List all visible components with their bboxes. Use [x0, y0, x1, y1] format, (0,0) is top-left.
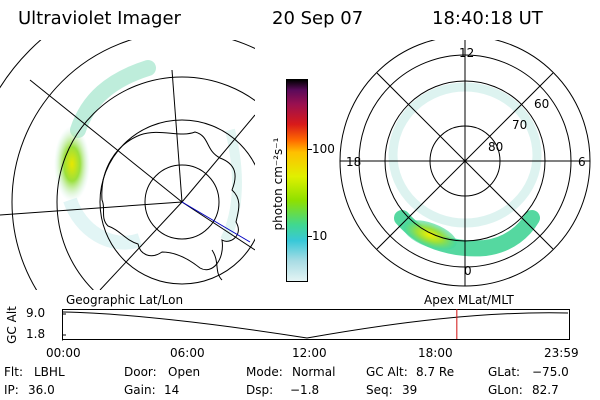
- mlt-label-18: 18: [346, 155, 362, 169]
- info-value: LBHL: [34, 365, 65, 379]
- info-value: 8.7 Re: [416, 365, 455, 379]
- info-label: Mode:: [246, 365, 283, 379]
- geo-panel-label: Geographic Lat/Lon: [66, 293, 184, 307]
- info-label: Door:: [124, 365, 157, 379]
- colorbar-tickmark: [307, 236, 312, 237]
- info-value: Normal: [292, 365, 336, 379]
- mlat-label-80: 80: [488, 140, 504, 154]
- info-label: GLat:: [488, 365, 521, 379]
- info-value: 14: [164, 383, 180, 397]
- observation-date: 20 Sep 07: [272, 8, 364, 29]
- altitude-tick-high: 9.0: [26, 306, 46, 320]
- geographic-map: [0, 40, 255, 290]
- info-label: Dsp:: [246, 383, 274, 397]
- colorbar-tickmark: [307, 149, 312, 150]
- mlt-label-0: 0: [464, 264, 472, 278]
- info-value: 39: [402, 383, 418, 397]
- colorbar: [286, 79, 308, 282]
- info-value: 82.7: [532, 383, 559, 397]
- info-value: 36.0: [28, 383, 55, 397]
- time-tick-1200: 12:00: [292, 346, 327, 360]
- altitude-plot: [62, 309, 570, 341]
- observation-time: 18:40:18 UT: [432, 8, 543, 29]
- info-value: −1.8: [290, 383, 320, 397]
- aurora-geographic: [54, 126, 90, 202]
- colorbar-tick-100: 100: [312, 142, 335, 156]
- app-title: Ultraviolet Imager: [18, 8, 181, 29]
- info-value: Open: [168, 365, 201, 379]
- altitude-axis-label: GC Alt: [5, 306, 19, 344]
- mlat-label-70: 70: [512, 118, 528, 132]
- colorbar-unit-label: photon cm⁻²s⁻¹: [271, 137, 285, 231]
- info-label: GC Alt:: [366, 365, 408, 379]
- mlat-label-60: 60: [534, 97, 550, 111]
- mag-panel-label: Apex MLat/MLT: [424, 293, 514, 307]
- time-tick-0600: 06:00: [170, 346, 205, 360]
- magnetic-polar-map: [339, 40, 591, 287]
- mlt-label-6: 6: [578, 155, 586, 169]
- info-label: GLon:: [488, 383, 523, 397]
- time-tick-2359: 23:59: [544, 346, 579, 360]
- time-tick-0000: 00:00: [46, 346, 81, 360]
- info-label: IP:: [4, 383, 19, 397]
- info-label: Flt:: [4, 365, 23, 379]
- info-label: Seq:: [366, 383, 393, 397]
- altitude-tick-low: 1.8: [26, 327, 46, 341]
- mlt-label-12: 12: [459, 46, 475, 60]
- colorbar-tick-10: 10: [312, 229, 328, 243]
- time-tick-1800: 18:00: [418, 346, 453, 360]
- info-value: −75.0: [532, 365, 569, 379]
- info-label: Gain:: [124, 383, 156, 397]
